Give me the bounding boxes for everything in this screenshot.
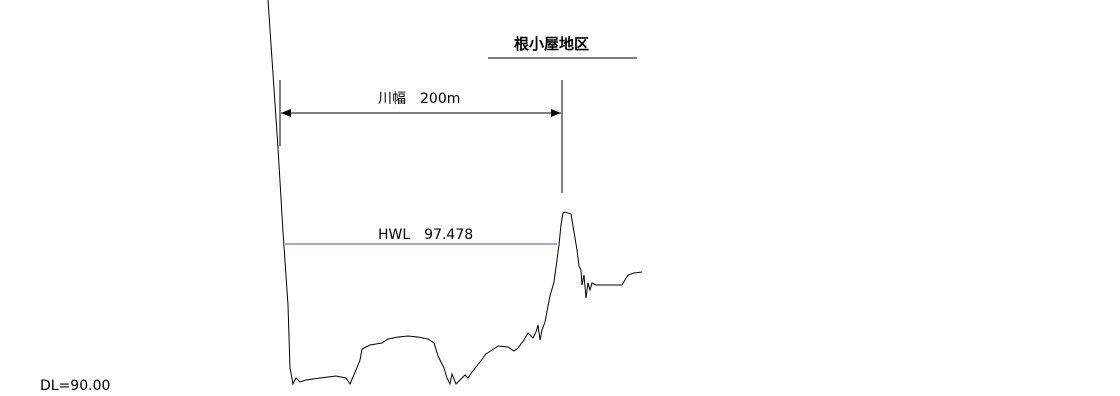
arrow-left-icon (281, 109, 291, 117)
datum-label: DL=90.00 (40, 378, 110, 394)
river-width-label: 川幅 200m (378, 91, 460, 107)
district-title: 根小屋地区 (514, 35, 589, 53)
arrow-right-icon (551, 109, 561, 117)
hwl-label: HWL 97.478 (378, 227, 473, 243)
